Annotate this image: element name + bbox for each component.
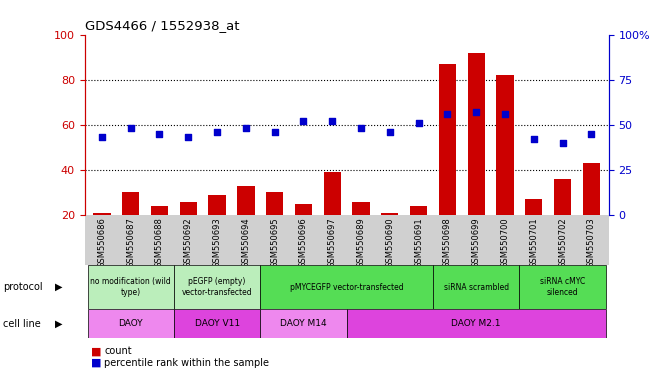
- Point: [385, 129, 395, 135]
- Point: [183, 134, 193, 141]
- Text: GSM550698: GSM550698: [443, 217, 452, 268]
- Bar: [180, 202, 197, 215]
- Text: DAOY M14: DAOY M14: [280, 319, 327, 328]
- Text: no modification (wild
type): no modification (wild type): [90, 277, 171, 297]
- Text: GSM550702: GSM550702: [558, 217, 567, 268]
- Text: ■: ■: [91, 358, 102, 368]
- Text: GSM550694: GSM550694: [242, 217, 251, 268]
- Point: [529, 136, 539, 142]
- Bar: [496, 75, 514, 215]
- Text: GSM550692: GSM550692: [184, 217, 193, 268]
- Text: GSM550693: GSM550693: [213, 217, 221, 268]
- Bar: [260, 265, 433, 309]
- Bar: [347, 309, 606, 338]
- Text: GSM550686: GSM550686: [98, 217, 106, 268]
- Point: [557, 140, 568, 146]
- Point: [126, 125, 136, 131]
- Point: [270, 129, 280, 135]
- Text: GSM550687: GSM550687: [126, 217, 135, 268]
- Text: GSM550701: GSM550701: [529, 217, 538, 268]
- Text: GSM550691: GSM550691: [414, 217, 423, 268]
- Bar: [525, 199, 542, 215]
- Text: GDS4466 / 1552938_at: GDS4466 / 1552938_at: [85, 19, 239, 32]
- Text: count: count: [104, 346, 132, 356]
- Bar: [151, 206, 168, 215]
- Bar: [93, 213, 111, 215]
- Text: GSM550699: GSM550699: [472, 217, 480, 268]
- Bar: [174, 309, 260, 338]
- Text: DAOY M2.1: DAOY M2.1: [452, 319, 501, 328]
- Text: ■: ■: [91, 346, 102, 356]
- Bar: [208, 195, 226, 215]
- Bar: [87, 265, 174, 309]
- Bar: [266, 192, 283, 215]
- Point: [241, 125, 251, 131]
- Bar: [122, 192, 139, 215]
- Point: [327, 118, 337, 124]
- Bar: [554, 179, 572, 215]
- Point: [97, 134, 107, 141]
- Bar: [87, 309, 174, 338]
- Bar: [174, 265, 260, 309]
- Bar: [433, 265, 519, 309]
- Point: [471, 109, 482, 115]
- Text: pMYCEGFP vector-transfected: pMYCEGFP vector-transfected: [290, 283, 404, 291]
- Text: GSM550695: GSM550695: [270, 217, 279, 268]
- Text: DAOY V11: DAOY V11: [195, 319, 240, 328]
- Bar: [352, 202, 370, 215]
- Text: GSM550690: GSM550690: [385, 217, 395, 268]
- Text: GSM550697: GSM550697: [327, 217, 337, 268]
- Bar: [583, 163, 600, 215]
- Bar: [324, 172, 341, 215]
- Text: protocol: protocol: [3, 282, 43, 292]
- Bar: [467, 53, 485, 215]
- Point: [500, 111, 510, 117]
- Text: siRNA scrambled: siRNA scrambled: [444, 283, 509, 291]
- Point: [212, 129, 222, 135]
- Text: ▶: ▶: [55, 282, 63, 292]
- Text: siRNA cMYC
silenced: siRNA cMYC silenced: [540, 277, 585, 297]
- Point: [586, 131, 596, 137]
- Bar: [381, 213, 398, 215]
- Text: percentile rank within the sample: percentile rank within the sample: [104, 358, 269, 368]
- Point: [154, 131, 165, 137]
- Text: GSM550689: GSM550689: [357, 217, 366, 268]
- Point: [298, 118, 309, 124]
- Point: [413, 120, 424, 126]
- Text: GSM550700: GSM550700: [501, 217, 510, 268]
- Bar: [260, 309, 347, 338]
- Text: cell line: cell line: [3, 318, 41, 329]
- Point: [442, 111, 452, 117]
- Text: DAOY: DAOY: [118, 319, 143, 328]
- Bar: [237, 186, 255, 215]
- Point: [356, 125, 367, 131]
- Text: ▶: ▶: [55, 318, 63, 329]
- Text: GSM550696: GSM550696: [299, 217, 308, 268]
- Bar: [295, 204, 312, 215]
- Bar: [439, 64, 456, 215]
- Bar: [519, 265, 606, 309]
- Bar: [410, 206, 427, 215]
- Text: GSM550703: GSM550703: [587, 217, 596, 268]
- Text: pEGFP (empty)
vector-transfected: pEGFP (empty) vector-transfected: [182, 277, 253, 297]
- Text: GSM550688: GSM550688: [155, 217, 164, 268]
